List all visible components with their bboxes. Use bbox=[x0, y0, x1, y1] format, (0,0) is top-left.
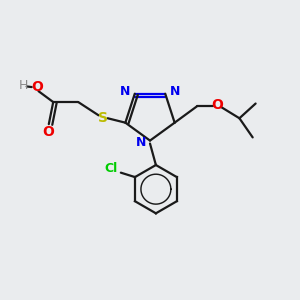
Text: N: N bbox=[136, 136, 146, 149]
Text: O: O bbox=[31, 80, 43, 94]
Text: S: S bbox=[98, 111, 108, 125]
Text: O: O bbox=[212, 98, 223, 112]
Text: N: N bbox=[169, 85, 180, 98]
Text: O: O bbox=[42, 124, 54, 139]
Text: H: H bbox=[19, 80, 28, 92]
Text: Cl: Cl bbox=[105, 162, 118, 175]
Text: N: N bbox=[120, 85, 130, 98]
